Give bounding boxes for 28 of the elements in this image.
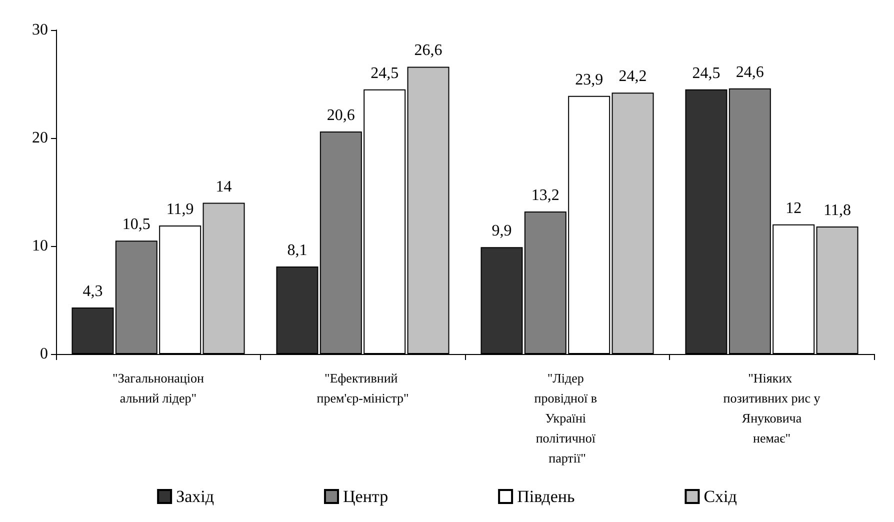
data-label: 10,5 bbox=[122, 216, 150, 234]
legend-label: Захід bbox=[176, 487, 214, 506]
x-tick-label: "Загальнонаціональний лідер" bbox=[112, 370, 204, 406]
data-label: 23,9 bbox=[575, 71, 604, 88]
data-label: 12 bbox=[786, 200, 802, 217]
y-tick-label: 30 bbox=[32, 22, 48, 38]
data-label: 4,3 bbox=[82, 283, 103, 300]
data-label: 24,2 bbox=[618, 68, 647, 86]
legend-label: Центр bbox=[343, 487, 388, 506]
data-label: 24,5 bbox=[370, 64, 399, 82]
data-label: 20,6 bbox=[326, 107, 355, 124]
x-tick-label: "Лідер провідної в Україні політичної партії" bbox=[534, 370, 600, 466]
data-label: 11,9 bbox=[166, 200, 194, 218]
legend-label: Схід bbox=[704, 487, 738, 506]
y-tick-label: 20 bbox=[32, 130, 48, 146]
data-label: 13,2 bbox=[531, 186, 560, 204]
data-label: 9,9 bbox=[492, 222, 512, 240]
data-label: 24,6 bbox=[736, 64, 764, 81]
x-tick-label: "Ефективний прем'єр-міністр" bbox=[316, 370, 409, 406]
data-label: 11,8 bbox=[824, 202, 851, 220]
legend-label: Південь bbox=[517, 487, 575, 506]
y-tick-label: 10 bbox=[32, 238, 48, 254]
data-label: 24,5 bbox=[692, 64, 720, 82]
x-tick-label: "Ніяких позитивних рис у Януковича немає" bbox=[723, 370, 821, 446]
y-tick-label: 0 bbox=[40, 346, 48, 362]
data-label: 26,6 bbox=[414, 42, 442, 60]
data-label: 8,1 bbox=[287, 242, 308, 260]
data-label: 14 bbox=[216, 178, 232, 196]
